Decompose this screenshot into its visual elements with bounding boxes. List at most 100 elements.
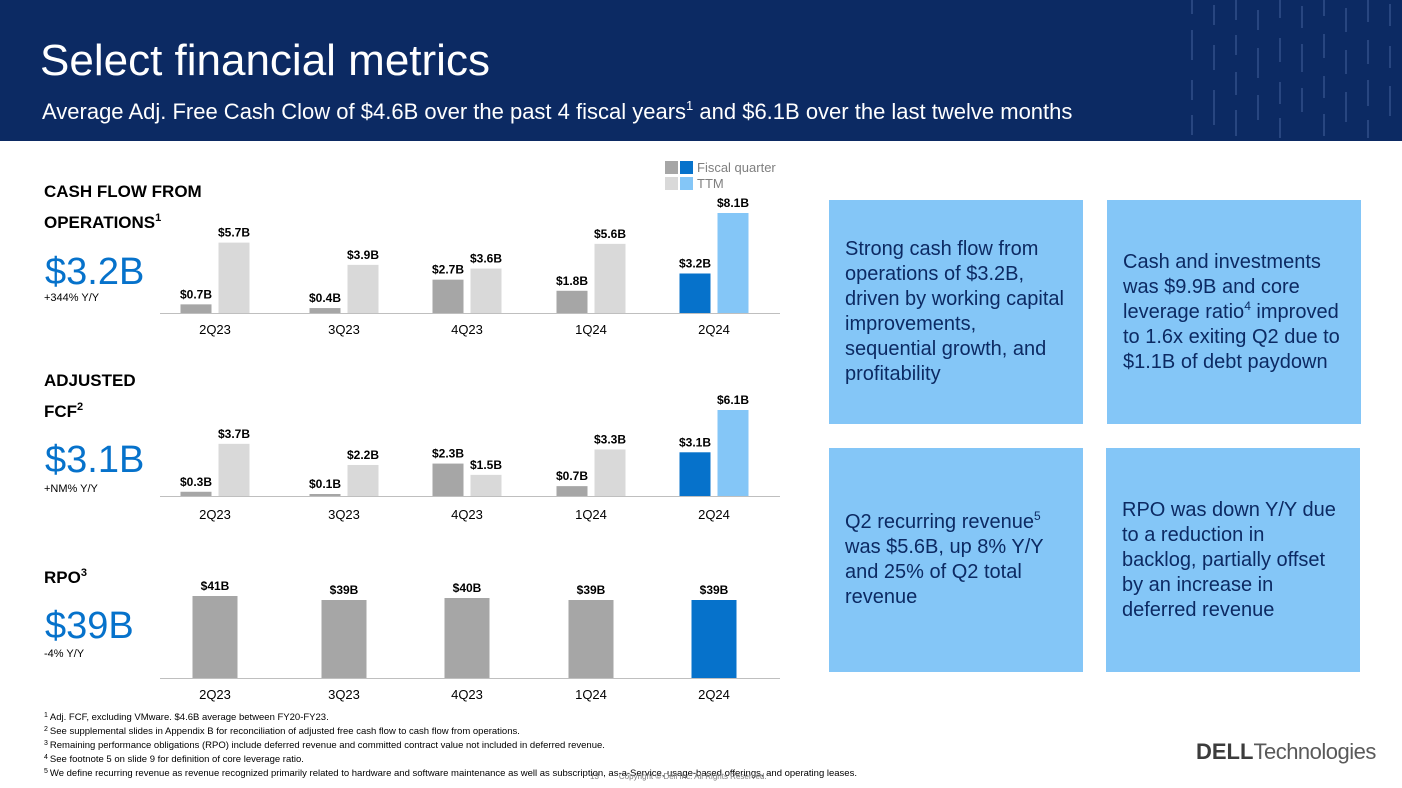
chart-bar-quarter-2q24 [679,452,711,496]
metric-heading-line: FCF2 [44,394,136,425]
info-text: Q2 recurring revenue [845,511,1034,533]
metric-change-rpo: -4% Y/Y [44,648,85,660]
chart-fcf-plot: $0.3B $3.7B $0.1B $2.2B $2.3B $1.5B $0.7B $3.3B… [160,393,780,497]
footnote-marker: 4 [1244,298,1251,313]
chart-bar-ttm-2q23 [218,443,250,496]
chart-category-label: 2Q24 [698,322,730,337]
legend-label: Fiscal quarter [697,159,776,175]
info-box-cash-flow: Strong cash flow from operations of $3.2… [829,200,1083,424]
chart-data-label: $3.2B [679,256,711,270]
chart-category-label: 2Q23 [199,322,231,337]
metric-value-cfo: $3.2B [45,251,145,293]
chart-bar-quarter-4q23 [432,463,464,496]
chart-rpo: $41B $39B $40B $39B $39B 2Q23 3Q23 4Q23 1Q24 2Q2… [160,578,780,702]
metric-change-cfo: +344% Y/Y [44,292,100,304]
chart-bar-quarter-3q23 [309,308,341,313]
logo-light-text: Technologies [1253,739,1376,764]
chart-category-label: 2Q23 [199,687,231,702]
chart-category-label: 1Q24 [575,322,607,337]
chart-data-label: $40B [453,581,482,595]
chart-bar-ttm-2q24 [717,213,749,313]
copyright-text: Copyright © Dell Inc. All Rights Reserve… [618,772,767,781]
chart-category-label: 4Q23 [451,507,483,522]
info-box-text: Strong cash flow from operations of $3.2… [845,237,1067,387]
page-title: Select financial metrics [40,36,490,85]
footer: 13 Copyright © Dell Inc. All Rights Reser… [590,772,767,781]
chart-bar-quarter-2q23 [192,596,238,678]
chart-bar-ttm-4q23 [470,268,502,313]
chart-data-label: $0.4B [309,291,341,305]
chart-bar-quarter-2q24 [679,273,711,313]
footnote-number: 2 [44,726,48,733]
metric-heading-line: ADJUSTED [44,371,136,390]
chart-bar-quarter-2q23 [180,491,212,496]
chart-data-label: $2.3B [432,447,464,461]
chart-bar-quarter-1q24 [556,486,588,496]
header-banner: Select financial metrics Average Adj. Fr… [0,0,1402,141]
chart-bar-quarter-1q24 [556,290,588,313]
info-box-text: Cash and investments was $9.9B and core … [1123,250,1345,375]
chart-bar-ttm-4q23 [470,474,502,496]
metric-heading-line: OPERATIONS1 [44,205,202,236]
footnote-text: See footnote 5 on slide 9 for definition… [49,754,304,765]
header-line-pattern [1191,0,1391,138]
footnote-marker: 3 [80,567,87,579]
info-box-text: RPO was down Y/Y due to a reduction in b… [1122,498,1344,623]
chart-data-label: $2.2B [347,448,379,462]
chart-data-label: $0.1B [309,477,341,491]
footnote-text: Remaining performance obligations (RPO) … [49,740,605,751]
chart-adjusted-fcf: $0.3B $3.7B $0.1B $2.2B $2.3B $1.5B $0.7B $3.3B… [160,392,780,522]
footnote-marker: 5 [1033,509,1041,523]
chart-legend: Fiscal quarter TTM [665,159,776,191]
chart-cfo-plot: $0.7B $5.7B $0.4B $3.9B $2.7B $3.6B $1.8B $5.6B… [160,196,780,314]
footnote-number: 4 [44,754,48,761]
chart-bar-quarter-3q23 [309,494,341,496]
metric-value-fcf: $3.1B [45,439,145,481]
chart-category-label: 2Q24 [698,687,730,702]
chart-data-label: $39B [700,583,729,597]
chart-data-label: $3.3B [594,432,626,446]
chart-data-label: $6.1B [717,393,749,407]
info-text-end: improved to 1.6x exiting Q2 due to $1.1B… [1123,300,1340,373]
chart-category-label: 3Q23 [328,687,360,702]
footnote: 5 We define recurring revenue as revenue … [44,766,857,780]
footnote-marker: 1 [155,212,162,224]
info-text-end: was $5.6B, up 8% Y/Y and 25% of Q2 total… [845,536,1044,608]
footnote-number: 1 [44,712,48,719]
chart-cfo-categories: 2Q23 3Q23 4Q23 1Q24 2Q24 [160,322,780,338]
legend-item-ttm: TTM [665,175,776,191]
chart-data-label: $39B [330,583,359,597]
chart-bar-quarter-1q24 [568,600,614,678]
chart-cash-flow-operations: $0.7B $5.7B $0.4B $3.9B $2.7B $3.6B $1.8B $5.6B… [160,195,780,345]
metric-heading-line: RPO3 [44,560,87,591]
info-box-text: Q2 recurring revenue5 was $5.6B, up 8% Y… [845,510,1067,610]
chart-data-label: $3.9B [347,248,379,262]
subtitle-text-end: and $6.1B over the last twelve months [693,99,1073,124]
page-subtitle: Average Adj. Free Cash Clow of $4.6B ove… [42,98,1072,125]
chart-rpo-plot: $41B $39B $40B $39B $39B [160,579,780,679]
chart-category-label: 3Q23 [328,322,360,337]
chart-data-label: $3.6B [470,252,502,266]
chart-data-label: $1.5B [470,458,502,472]
chart-bar-ttm-1q24 [594,449,626,496]
dell-technologies-logo: DELLTechnologies [1196,739,1376,765]
footnote: 2 See supplemental slides in Appendix B f… [44,724,857,738]
legend-item-fiscal-quarter: Fiscal quarter [665,159,776,175]
metric-value-rpo: $39B [45,605,134,647]
footnote-text: We define recurring revenue as revenue r… [49,768,857,779]
subtitle-footnote-marker: 1 [686,98,694,113]
legend-swatch-grey [665,160,678,174]
info-text: Strong cash flow from operations of $3.2… [845,238,1064,385]
footnote: 3 Remaining performance obligations (RPO)… [44,738,857,752]
chart-data-label: $5.6B [594,227,626,241]
chart-bar-quarter-3q23 [321,600,367,678]
chart-data-label: $8.1B [717,196,749,210]
chart-data-label: $0.7B [180,287,212,301]
chart-bar-quarter-4q23 [444,598,490,678]
metric-heading-text: RPO [44,568,81,587]
chart-category-label: 4Q23 [451,687,483,702]
info-box-recurring-revenue: Q2 recurring revenue5 was $5.6B, up 8% Y… [829,448,1083,672]
metric-heading-text: OPERATIONS [44,213,156,232]
footnote-text: Adj. FCF, excluding VMware. $4.6B averag… [49,712,329,723]
chart-category-label: 4Q23 [451,322,483,337]
